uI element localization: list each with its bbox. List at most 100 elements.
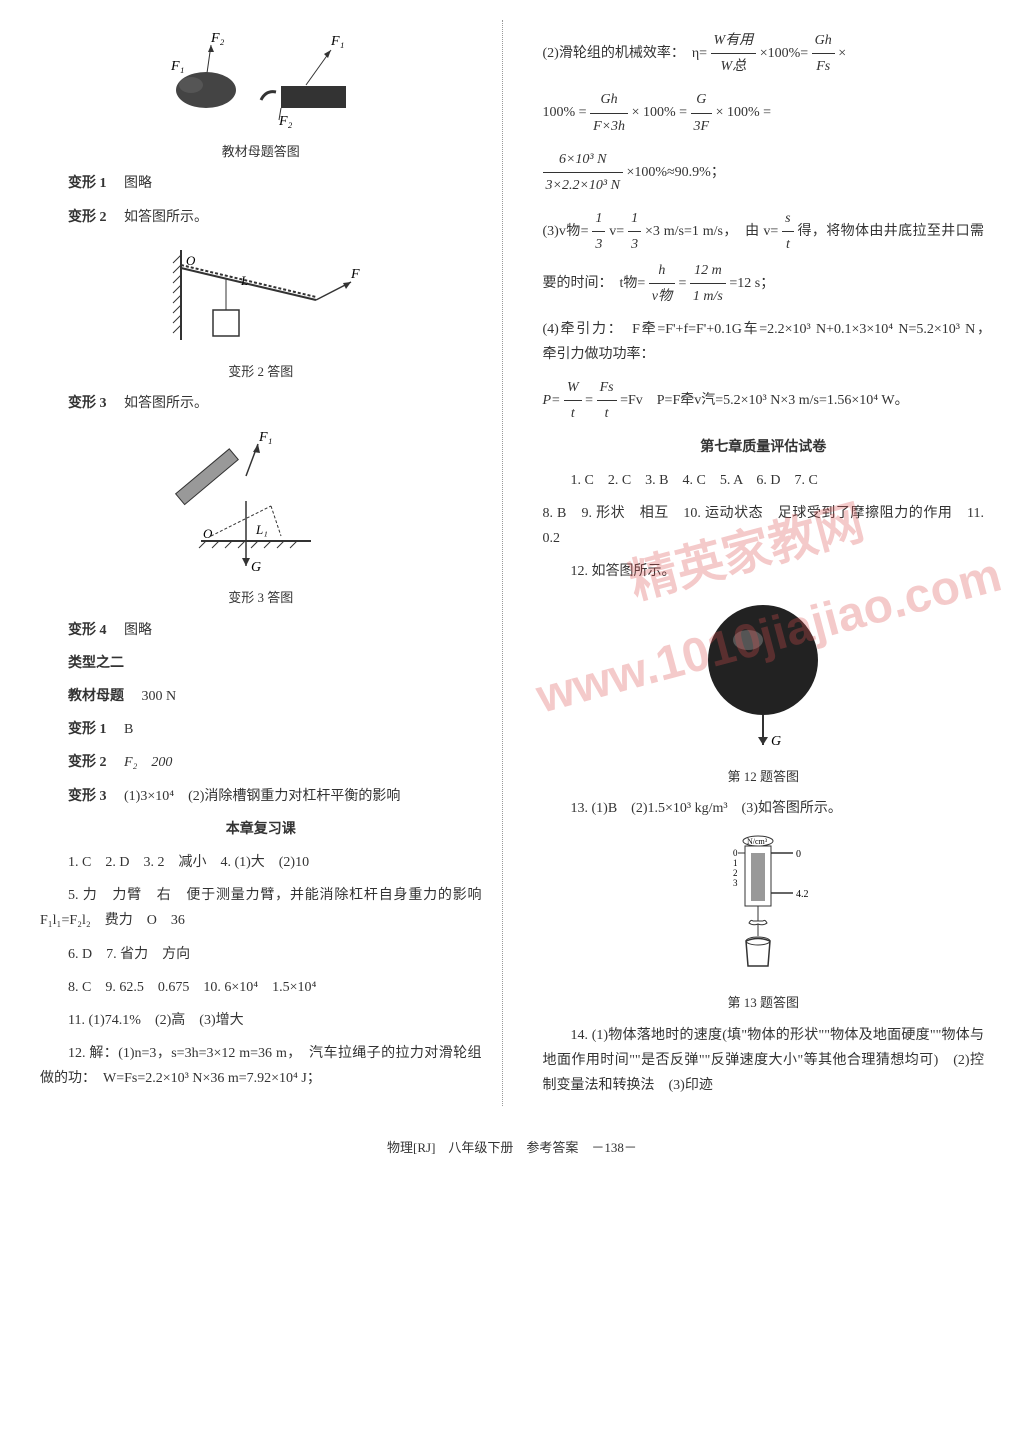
v-eq: v=	[609, 224, 624, 239]
q12-2-line: (2)滑轮组的机械效率： η= W有用 W总 ×100%= Gh Fs ×	[543, 28, 985, 79]
q12-2-line2: 100% = Gh F×3h × 100% = G 3F × 100% =	[543, 87, 985, 138]
frac7-den: 3	[628, 232, 641, 257]
review-q12a: 12. 解：(1)n=3，s=3h=3×12 m=36 m， 汽车拉绳子的拉力对…	[40, 1041, 482, 1091]
pct100-3: × 100% =	[716, 105, 771, 120]
frac7: 1 3	[628, 206, 641, 257]
frac5-den: 3×2.2×10³ N	[543, 173, 623, 198]
right-column: 精英家教网 www.1010jiajiao.com (2)滑轮组的机械效率： η…	[533, 20, 985, 1106]
frac9: h v物	[649, 258, 675, 309]
q12-3-prefix: (3)v物=	[543, 224, 589, 239]
ch7-q1: 1. C 2. C 3. B 4. C 5. A 6. D 7. C	[543, 468, 985, 493]
frac1-den: W总	[711, 54, 757, 79]
frac3-num: Gh	[590, 87, 628, 113]
frac1: W有用 W总	[711, 28, 757, 79]
fig13-caption: 第 13 题答图	[543, 991, 985, 1014]
pct100-2: × 100% =	[632, 105, 691, 120]
fig13-2: 2	[733, 868, 738, 878]
frac10-den: 1 m/s	[690, 284, 726, 309]
fig2-L: L	[240, 273, 248, 288]
fig1-caption: 教材母题答图	[40, 140, 482, 163]
ch7-q14: 14. (1)物体落地时的速度(填"物体的形状""物体及地面硬度""物体与地面作…	[543, 1023, 985, 1099]
figure-2: O L F	[40, 240, 482, 350]
bianxing4-text: 图略	[124, 623, 152, 638]
frac11-num: W	[564, 375, 582, 401]
fig13-unit: N/cm³	[747, 837, 768, 846]
bianxing-1-line: 变形 1 图略	[40, 171, 482, 196]
bx2-line: 变形 2 F₂ 200	[40, 750, 482, 775]
bx2-label: 变形 2	[68, 755, 107, 770]
review-q1: 1. C 2. D 3. 2 减小 4. (1)大 (2)10	[40, 850, 482, 875]
q12-3-line: (3)v物= 1 3 v= 1 3 ×3 m/s=1 m/s， 由 v= s t…	[543, 206, 985, 309]
f1-label-left: F₁	[170, 59, 184, 74]
times-end: ×	[838, 46, 846, 61]
page-footer: 物理[RJ] 八年级下册 参考答案 －138－	[40, 1136, 984, 1159]
frac8-den: t	[782, 232, 793, 257]
frac6-den: 3	[592, 232, 605, 257]
frac2: Gh Fs	[812, 28, 835, 79]
frac2-num: Gh	[812, 28, 835, 54]
frac8: s t	[782, 206, 793, 257]
frac9-den: v物	[649, 284, 675, 309]
fig13-42: 4.2	[796, 889, 809, 900]
frac6: 1 3	[592, 206, 605, 257]
frac10-num: 12 m	[690, 258, 726, 284]
frac3: Gh F×3h	[590, 87, 628, 138]
q12-2-prefix: (2)滑轮组的机械效率： η=	[543, 46, 708, 61]
fig3-O: O	[203, 526, 213, 541]
fig13-0a: 0	[733, 848, 738, 858]
frac12-den: t	[597, 401, 617, 426]
bx1-line: 变形 1 B	[40, 717, 482, 742]
fig13-0b: 0	[796, 849, 801, 860]
eq-t: =	[679, 275, 687, 290]
ch7-q13: 13. (1)B (2)1.5×10³ kg/m³ (3)如答图所示。	[543, 796, 985, 821]
frac4-num: G	[691, 87, 713, 113]
bianxing2-label: 变形 2	[68, 210, 107, 225]
left-column: F₂ F₁ F₁ F₂ 教材母题答图 变形 1 图略 变形 2 如答图所	[40, 20, 503, 1106]
review-q8: 8. C 9. 62.5 0.675 10. 6×10⁴ 1.5×10⁴	[40, 975, 482, 1000]
fig2-F: F	[350, 267, 360, 282]
fv: =Fv P=F牵v汽=5.2×10³ N×3 m/s=1.56×10⁴ W。	[620, 393, 909, 408]
jiaocai-muti-line: 教材母题 300 N	[40, 684, 482, 709]
figure-1: F₂ F₁ F₁ F₂	[40, 30, 482, 130]
ch7-title: 第七章质量评估试卷	[543, 435, 985, 460]
bx2-ans: F₂ 200	[124, 755, 172, 770]
frac10: 12 m 1 m/s	[690, 258, 726, 309]
eq100: 100% =	[543, 105, 591, 120]
fig13-3: 3	[733, 878, 738, 888]
frac5-num: 6×10³ N	[543, 147, 623, 173]
eq-12s: =12 s；	[729, 275, 774, 290]
frac1-num: W有用	[711, 28, 757, 54]
bianxing-3-line: 变形 3 如答图所示。	[40, 391, 482, 416]
jiaocai-muti-label: 教材母题	[68, 689, 124, 704]
bianxing-2-line: 变形 2 如答图所示。	[40, 205, 482, 230]
bx3-line: 变形 3 (1)3×10⁴ (2)消除槽钢重力对杠杆平衡的影响	[40, 784, 482, 809]
bianxing-4-line: 变形 4 图略	[40, 618, 482, 643]
result2: ×100%≈90.9%；	[626, 165, 724, 180]
bianxing1-text: 图略	[124, 176, 152, 191]
frac2-den: Fs	[812, 54, 835, 79]
fig3-G: G	[251, 560, 261, 575]
bx3-label: 变形 3	[68, 789, 107, 804]
f2-label: F₂	[210, 31, 225, 46]
p-eq: P=	[543, 393, 561, 408]
figure-13: N/cm³ 0 1 2 3 0 4.2	[543, 831, 985, 981]
fig2-caption: 变形 2 答图	[40, 360, 482, 383]
frac9-num: h	[649, 258, 675, 284]
frac4-den: 3F	[691, 114, 713, 139]
bianxing4-label: 变形 4	[68, 623, 107, 638]
review-q11: 11. (1)74.1% (2)高 (3)增大	[40, 1008, 482, 1033]
figure-3: F₁ O L₁ G	[40, 426, 482, 576]
review-q6: 6. D 7. 省力 方向	[40, 942, 482, 967]
frac4: G 3F	[691, 87, 713, 138]
page-container: F₂ F₁ F₁ F₂ 教材母题答图 变形 1 图略 变形 2 如答图所	[40, 20, 984, 1106]
f1-label-right: F₁	[330, 34, 344, 49]
q12-4-line: (4)牵引力： F牵=F'+f=F'+0.1G车=2.2×10³ N+0.1×3…	[543, 317, 985, 367]
fig-ball-caption: 第 12 题答图	[543, 765, 985, 788]
jiaocai-muti-val: 300 N	[142, 689, 177, 704]
v-val: ×3 m/s=1 m/s， 由 v=	[645, 224, 778, 239]
bx1-ans: B	[124, 722, 133, 737]
ch7-q8: 8. B 9. 形状 相互 10. 运动状态 足球受到了摩擦阻力的作用 11. …	[543, 501, 985, 551]
f2-label-bottom: F₂	[278, 114, 293, 129]
ball-G-label: G	[771, 734, 781, 749]
bx1-label: 变形 1	[68, 722, 107, 737]
